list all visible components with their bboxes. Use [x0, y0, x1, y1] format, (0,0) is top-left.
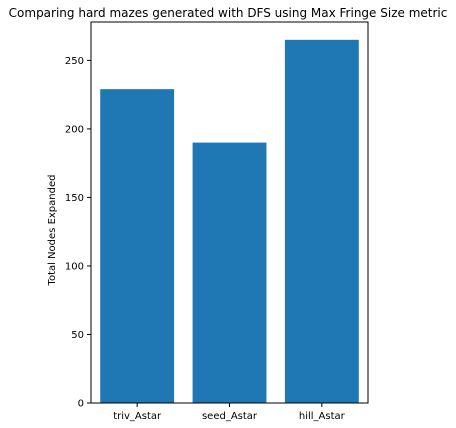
y-axis-title: Total Nodes Expanded [47, 175, 58, 287]
y-tick-label: 200 [65, 124, 84, 135]
y-tick-label: 50 [71, 330, 84, 341]
bar-hill-astar [284, 39, 359, 403]
x-axis-ticks: triv_Astar seed_Astar hill_Astar [113, 403, 346, 422]
chart-title: Comparing hard mazes generated with DFS … [9, 6, 448, 20]
x-tick-label: hill_Astar [299, 411, 346, 422]
x-tick-label: seed_Astar [202, 411, 258, 422]
y-axis-ticks: 0 50 100 150 200 250 [65, 56, 91, 410]
y-tick-label: 0 [78, 399, 84, 410]
plot-frame [90, 21, 369, 404]
x-tick-label: triv_Astar [113, 411, 162, 422]
y-tick-label: 100 [65, 261, 84, 272]
bar-seed-astar [192, 142, 267, 403]
y-tick-label: 150 [65, 193, 84, 204]
y-tick-label: 250 [65, 56, 84, 67]
bar-triv-astar [100, 89, 175, 404]
bars-group [100, 39, 359, 404]
